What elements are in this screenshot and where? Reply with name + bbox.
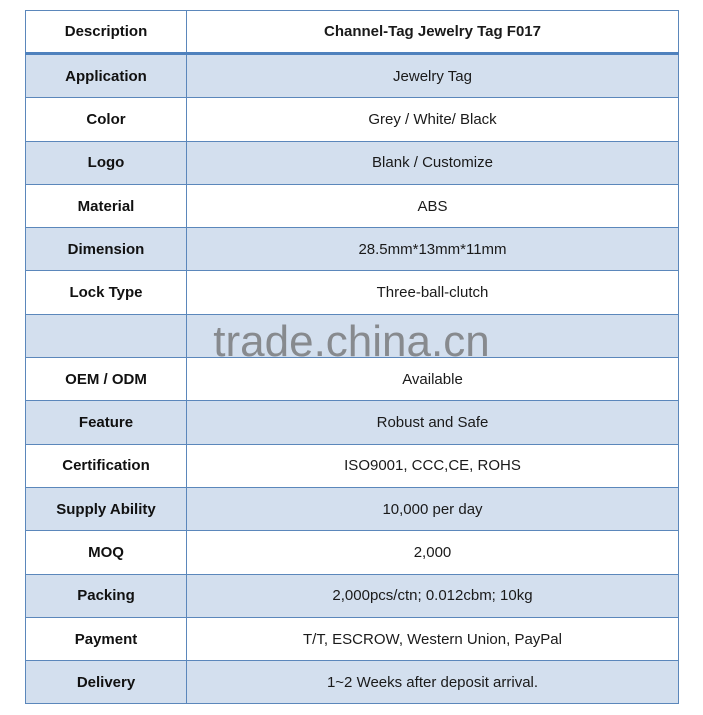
row-value: Blank / Customize (186, 140, 679, 185)
table-row: Application Jewelry Tag (25, 52, 679, 99)
spec-table: Description Channel-Tag Jewelry Tag F017… (25, 10, 679, 705)
table-row: Packing 2,000pcs/ctn; 0.012cbm; 10kg (25, 573, 679, 618)
row-label: Payment (25, 616, 187, 662)
row-label: Application (25, 52, 187, 99)
table-row: Certification ISO9001, CCC,CE, ROHS (25, 443, 679, 488)
row-value: 2,000 (186, 530, 679, 575)
table-row: MOQ 2,000 (25, 530, 679, 575)
row-value: Three-ball-clutch (186, 270, 679, 315)
row-label: Dimension (25, 227, 187, 272)
table-row: Feature Robust and Safe (25, 400, 679, 445)
row-label (25, 313, 187, 359)
row-value: 1~2 Weeks after deposit arrival. (186, 660, 679, 705)
row-value: ISO9001, CCC,CE, ROHS (186, 443, 679, 488)
row-label: MOQ (25, 530, 187, 575)
row-label: Logo (25, 140, 187, 185)
row-value: ABS (186, 183, 679, 229)
row-value: Jewelry Tag (186, 52, 679, 99)
table-row: Dimension 28.5mm*13mm*11mm (25, 227, 679, 272)
table-row: Payment T/T, ESCROW, Western Union, PayPa… (25, 616, 679, 662)
row-value (186, 313, 679, 359)
row-label: Packing (25, 573, 187, 618)
row-label: Delivery (25, 660, 187, 705)
row-value: Grey / White/ Black (186, 97, 679, 142)
table-row: Lock Type Three-ball-clutch (25, 270, 679, 315)
table-row (25, 313, 679, 359)
row-value: Robust and Safe (186, 400, 679, 445)
header-value: Channel-Tag Jewelry Tag F017 (186, 10, 679, 55)
table-header-row: Description Channel-Tag Jewelry Tag F017 (25, 10, 679, 55)
row-label: Material (25, 183, 187, 229)
row-label: Feature (25, 400, 187, 445)
row-label: Lock Type (25, 270, 187, 315)
row-label: Supply Ability (25, 486, 187, 532)
table-row: Color Grey / White/ Black (25, 97, 679, 142)
table-row: Material ABS (25, 183, 679, 229)
row-value: 10,000 per day (186, 486, 679, 532)
row-value: 2,000pcs/ctn; 0.012cbm; 10kg (186, 573, 679, 618)
table-row: Delivery 1~2 Weeks after deposit arrival. (25, 660, 679, 705)
row-value: T/T, ESCROW, Western Union, PayPal (186, 616, 679, 662)
row-label: Certification (25, 443, 187, 488)
header-label: Description (25, 10, 187, 55)
row-value: 28.5mm*13mm*11mm (186, 227, 679, 272)
row-label: OEM / ODM (25, 357, 187, 402)
table-row: Logo Blank / Customize (25, 140, 679, 185)
row-label: Color (25, 97, 187, 142)
table-row: OEM / ODM Available (25, 357, 679, 402)
row-value: Available (186, 357, 679, 402)
table-row: Supply Ability 10,000 per day (25, 486, 679, 532)
